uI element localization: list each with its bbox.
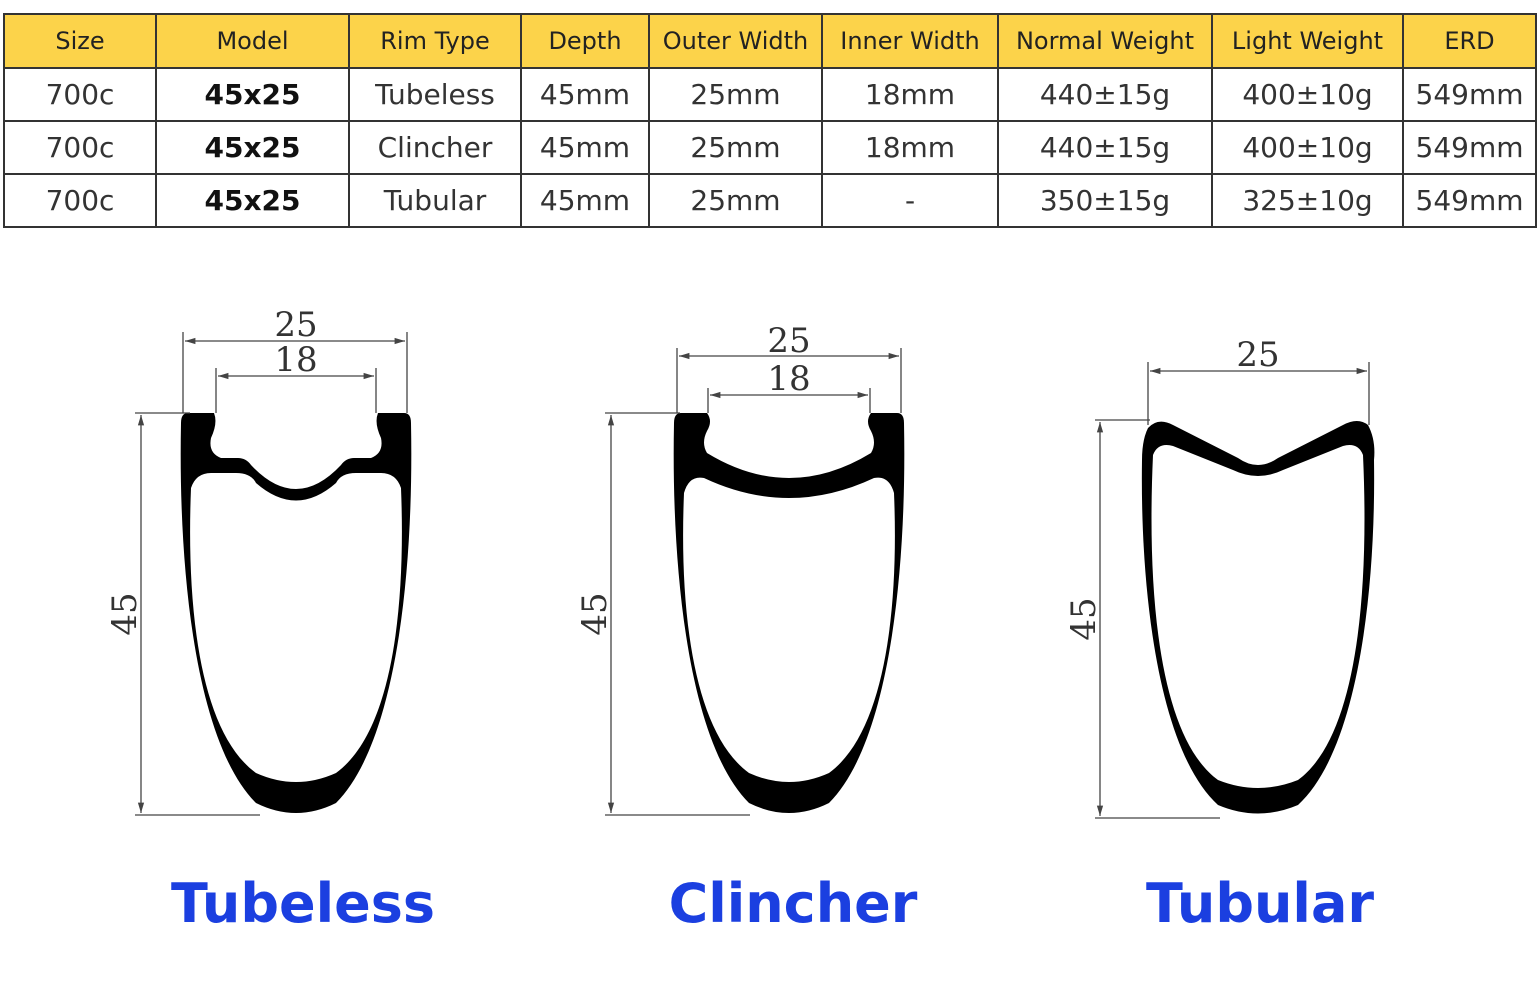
table-cell: 400±10g <box>1211 120 1404 175</box>
header-cell: Outer Width <box>648 13 823 69</box>
table-cell: 45mm <box>520 173 650 228</box>
table-cell: 45mm <box>520 120 650 175</box>
inner-dimension: 18 <box>274 340 317 380</box>
inner-dimension: 18 <box>767 359 810 399</box>
rim-profile <box>180 413 412 813</box>
table-cell: 45mm <box>520 67 650 122</box>
table-cell: 700c <box>3 120 157 175</box>
header-cell: Model <box>155 13 350 69</box>
table-cell: Clincher <box>348 120 522 175</box>
table-row: 700c 45x25 Tubeless 45mm 25mm 18mm 440±15g 400±… <box>3 67 1537 122</box>
table-cell: 549mm <box>1402 67 1537 122</box>
table-cell: 400±10g <box>1211 67 1404 122</box>
header-cell: Inner Width <box>821 13 999 69</box>
rim-profile <box>673 413 905 813</box>
outer-dimension: 25 <box>274 305 317 345</box>
clincher-diagram: 25 18 45 Clincher <box>575 321 918 935</box>
table-cell: 700c <box>3 173 157 228</box>
depth-dimension: 45 <box>105 592 145 635</box>
table-cell: 549mm <box>1402 120 1537 175</box>
table-cell: 350±15g <box>997 173 1213 228</box>
tubular-diagram: 25 45 Tubular <box>1064 335 1375 935</box>
table-row: 700c 45x25 Tubular 45mm 25mm -350±15g 325±10g 5… <box>3 173 1537 228</box>
table-cell: 25mm <box>648 67 823 122</box>
table-cell: Tubeless <box>348 67 522 122</box>
header-row: Size Model Rim Type Depth Outer Width Inner W… <box>3 13 1537 69</box>
rim-name: Tubular <box>1146 872 1374 935</box>
table-cell: 440±15g <box>997 120 1213 175</box>
table-cell: 45x25 <box>155 67 350 122</box>
rim-name: Tubeless <box>171 872 435 935</box>
table-cell: 440±15g <box>997 67 1213 122</box>
table-cell: 18mm <box>821 120 999 175</box>
header-cell: Rim Type <box>348 13 522 69</box>
table-cell: 45x25 <box>155 120 350 175</box>
table-body: 700c 45x25 Tubeless 45mm 25mm 18mm 440±15g 400±… <box>3 67 1537 228</box>
rim-profile <box>1141 421 1375 814</box>
outer-dimension: 25 <box>767 321 810 361</box>
table-cell: 25mm <box>648 120 823 175</box>
spec-table: Size Model Rim Type Depth Outer Width Inner W… <box>3 13 1537 228</box>
table-row: 700c 45x25 Clincher 45mm 25mm 18mm 440±15g 400±… <box>3 120 1537 175</box>
table-cell: 325±10g <box>1211 173 1404 228</box>
table-cell: - <box>821 173 999 228</box>
table-cell: 700c <box>3 67 157 122</box>
table-cell: 549mm <box>1402 173 1537 228</box>
depth-dimension: 45 <box>575 592 615 635</box>
rim-name: Clincher <box>669 872 918 935</box>
header-cell: Size <box>3 13 157 69</box>
header-cell: ERD <box>1402 13 1537 69</box>
table-cell: 25mm <box>648 173 823 228</box>
header-cell: Normal Weight <box>997 13 1213 69</box>
header-cell: Depth <box>520 13 650 69</box>
outer-dimension: 25 <box>1236 335 1279 375</box>
table-cell: Tubular <box>348 173 522 228</box>
depth-dimension: 45 <box>1064 597 1104 640</box>
table-cell: 18mm <box>821 67 999 122</box>
header-cell: Light Weight <box>1211 13 1404 69</box>
table-cell: 45x25 <box>155 173 350 228</box>
tubeless-diagram: 25 18 45 Tubeless <box>105 305 435 935</box>
